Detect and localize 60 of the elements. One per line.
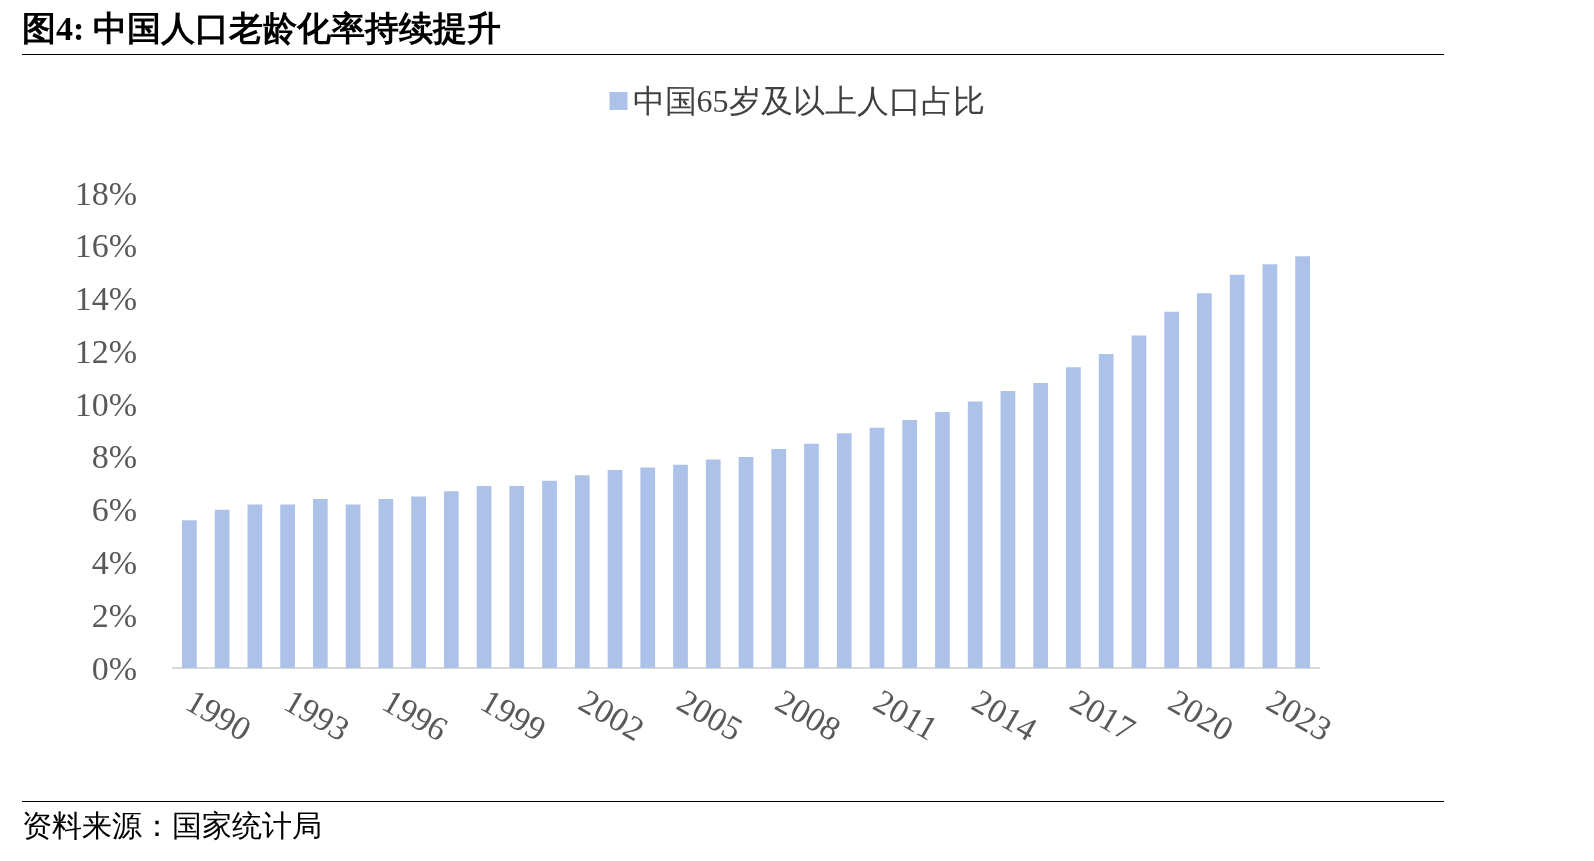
x-tick-label: 2023 — [1260, 681, 1338, 749]
bar — [378, 499, 394, 668]
bar — [804, 443, 819, 668]
bar — [902, 419, 918, 668]
bar — [443, 491, 459, 668]
y-tick-label: 16% — [74, 227, 137, 265]
bar — [1033, 383, 1049, 668]
y-tick-label: 12% — [74, 332, 137, 370]
bar — [1164, 311, 1180, 668]
bar — [247, 504, 263, 668]
bar — [771, 448, 787, 668]
bar — [509, 485, 525, 668]
bar — [1295, 256, 1310, 668]
bar — [312, 499, 328, 668]
bar — [640, 467, 656, 668]
bar — [1197, 293, 1212, 668]
y-tick-label: 0% — [91, 649, 137, 687]
bar — [411, 496, 426, 668]
bar — [935, 412, 950, 668]
bar — [836, 433, 852, 668]
y-tick-label: 18% — [74, 174, 137, 212]
bar — [869, 427, 885, 668]
bar — [705, 459, 721, 668]
legend-label: 中国65岁及以上人口占比 — [632, 83, 985, 119]
bar — [1229, 274, 1245, 668]
bar — [476, 485, 492, 668]
x-tick-label: 2008 — [769, 681, 847, 749]
bar — [1262, 264, 1278, 668]
bar — [1098, 353, 1114, 668]
bar — [1066, 367, 1081, 668]
x-tick-label: 2005 — [671, 681, 749, 749]
chart-title: 图4: 中国人口老龄化率持续提升 — [22, 4, 1444, 55]
x-tick-label: 1996 — [376, 681, 454, 749]
x-tick-label: 2017 — [1064, 681, 1142, 749]
bar — [345, 504, 361, 668]
y-tick-label: 6% — [91, 491, 137, 529]
bar — [967, 401, 983, 668]
y-tick-label: 4% — [91, 543, 137, 581]
x-tick-label: 2011 — [867, 681, 944, 748]
bar — [1000, 390, 1016, 668]
y-tick-label: 2% — [91, 596, 137, 634]
x-tick-label: 2020 — [1162, 681, 1240, 749]
bar — [1131, 335, 1147, 668]
bar — [673, 464, 688, 668]
x-tick-label: 2014 — [965, 681, 1044, 749]
text: 资料来源：国家统计局 — [22, 801, 1444, 850]
y-tick-label: 10% — [74, 385, 137, 423]
bar — [214, 509, 230, 668]
bar — [280, 504, 295, 668]
y-tick-label: 8% — [91, 438, 137, 476]
x-tick-label: 2002 — [573, 681, 651, 749]
bar — [542, 480, 557, 668]
x-tick-label: 1993 — [278, 681, 356, 749]
bar — [574, 475, 590, 668]
bar — [738, 456, 754, 668]
bar — [182, 520, 197, 668]
x-tick-label: 1990 — [180, 681, 258, 749]
x-tick-label: 1999 — [474, 681, 553, 749]
bar — [607, 470, 623, 668]
y-tick-label: 14% — [74, 280, 137, 318]
